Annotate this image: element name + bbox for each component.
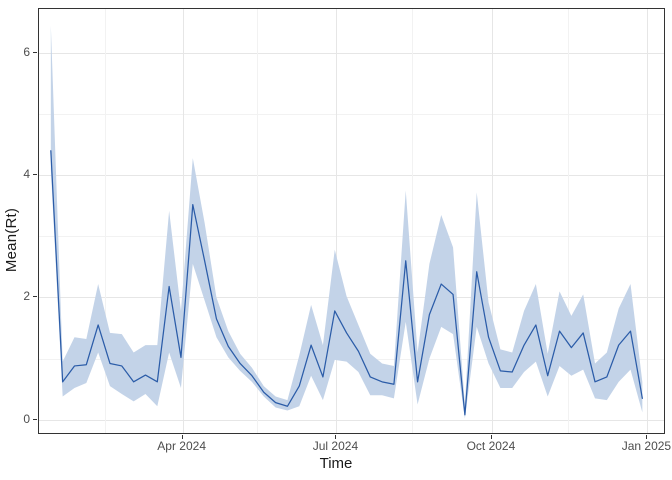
x-tick-label: Oct 2024 bbox=[466, 439, 516, 453]
y-tick-label: 2 bbox=[23, 289, 30, 304]
y-tick-label: 0 bbox=[23, 411, 30, 426]
grid-line-minor-x bbox=[412, 9, 414, 433]
y-axis-title: Mean(Rt) bbox=[2, 207, 20, 273]
y-tick-label: 4 bbox=[23, 167, 30, 182]
grid-line-minor-x bbox=[104, 9, 106, 433]
y-tick-mark bbox=[33, 174, 37, 176]
y-tick-label: 6 bbox=[23, 45, 30, 59]
grid-line-minor-y bbox=[39, 236, 664, 238]
x-tick-mark bbox=[181, 435, 183, 439]
grid-line-minor-x bbox=[257, 9, 258, 433]
x-tick-mark bbox=[646, 435, 648, 439]
grid-line-minor-x bbox=[567, 9, 569, 433]
x-tick-label: Apr 2024 bbox=[157, 439, 206, 453]
x-axis-title: Time bbox=[319, 455, 353, 472]
grid-line-major-x bbox=[336, 9, 338, 433]
series-layer bbox=[50, 25, 643, 419]
x-tick-mark bbox=[335, 435, 337, 439]
grid-line-major-y bbox=[39, 53, 664, 54]
grid-line-minor-y bbox=[39, 114, 664, 116]
x-tick-mark bbox=[490, 435, 492, 439]
grid-line-major-y bbox=[39, 419, 664, 421]
confidence-ribbon bbox=[50, 25, 643, 419]
grid-line-major-x bbox=[182, 9, 184, 433]
grid-line-major-x bbox=[647, 9, 649, 433]
grid-line-major-y bbox=[39, 175, 664, 177]
grid-line-major-y bbox=[39, 297, 664, 299]
y-tick-mark bbox=[33, 296, 37, 298]
mean-rt-line bbox=[50, 150, 643, 416]
grid-line-major-x bbox=[491, 9, 493, 433]
plot-panel bbox=[38, 8, 665, 434]
y-tick-mark bbox=[33, 52, 37, 53]
y-tick-mark bbox=[33, 418, 37, 420]
x-tick-label: Jul 2024 bbox=[312, 439, 359, 453]
x-tick-label: Jan 2025 bbox=[621, 439, 672, 453]
